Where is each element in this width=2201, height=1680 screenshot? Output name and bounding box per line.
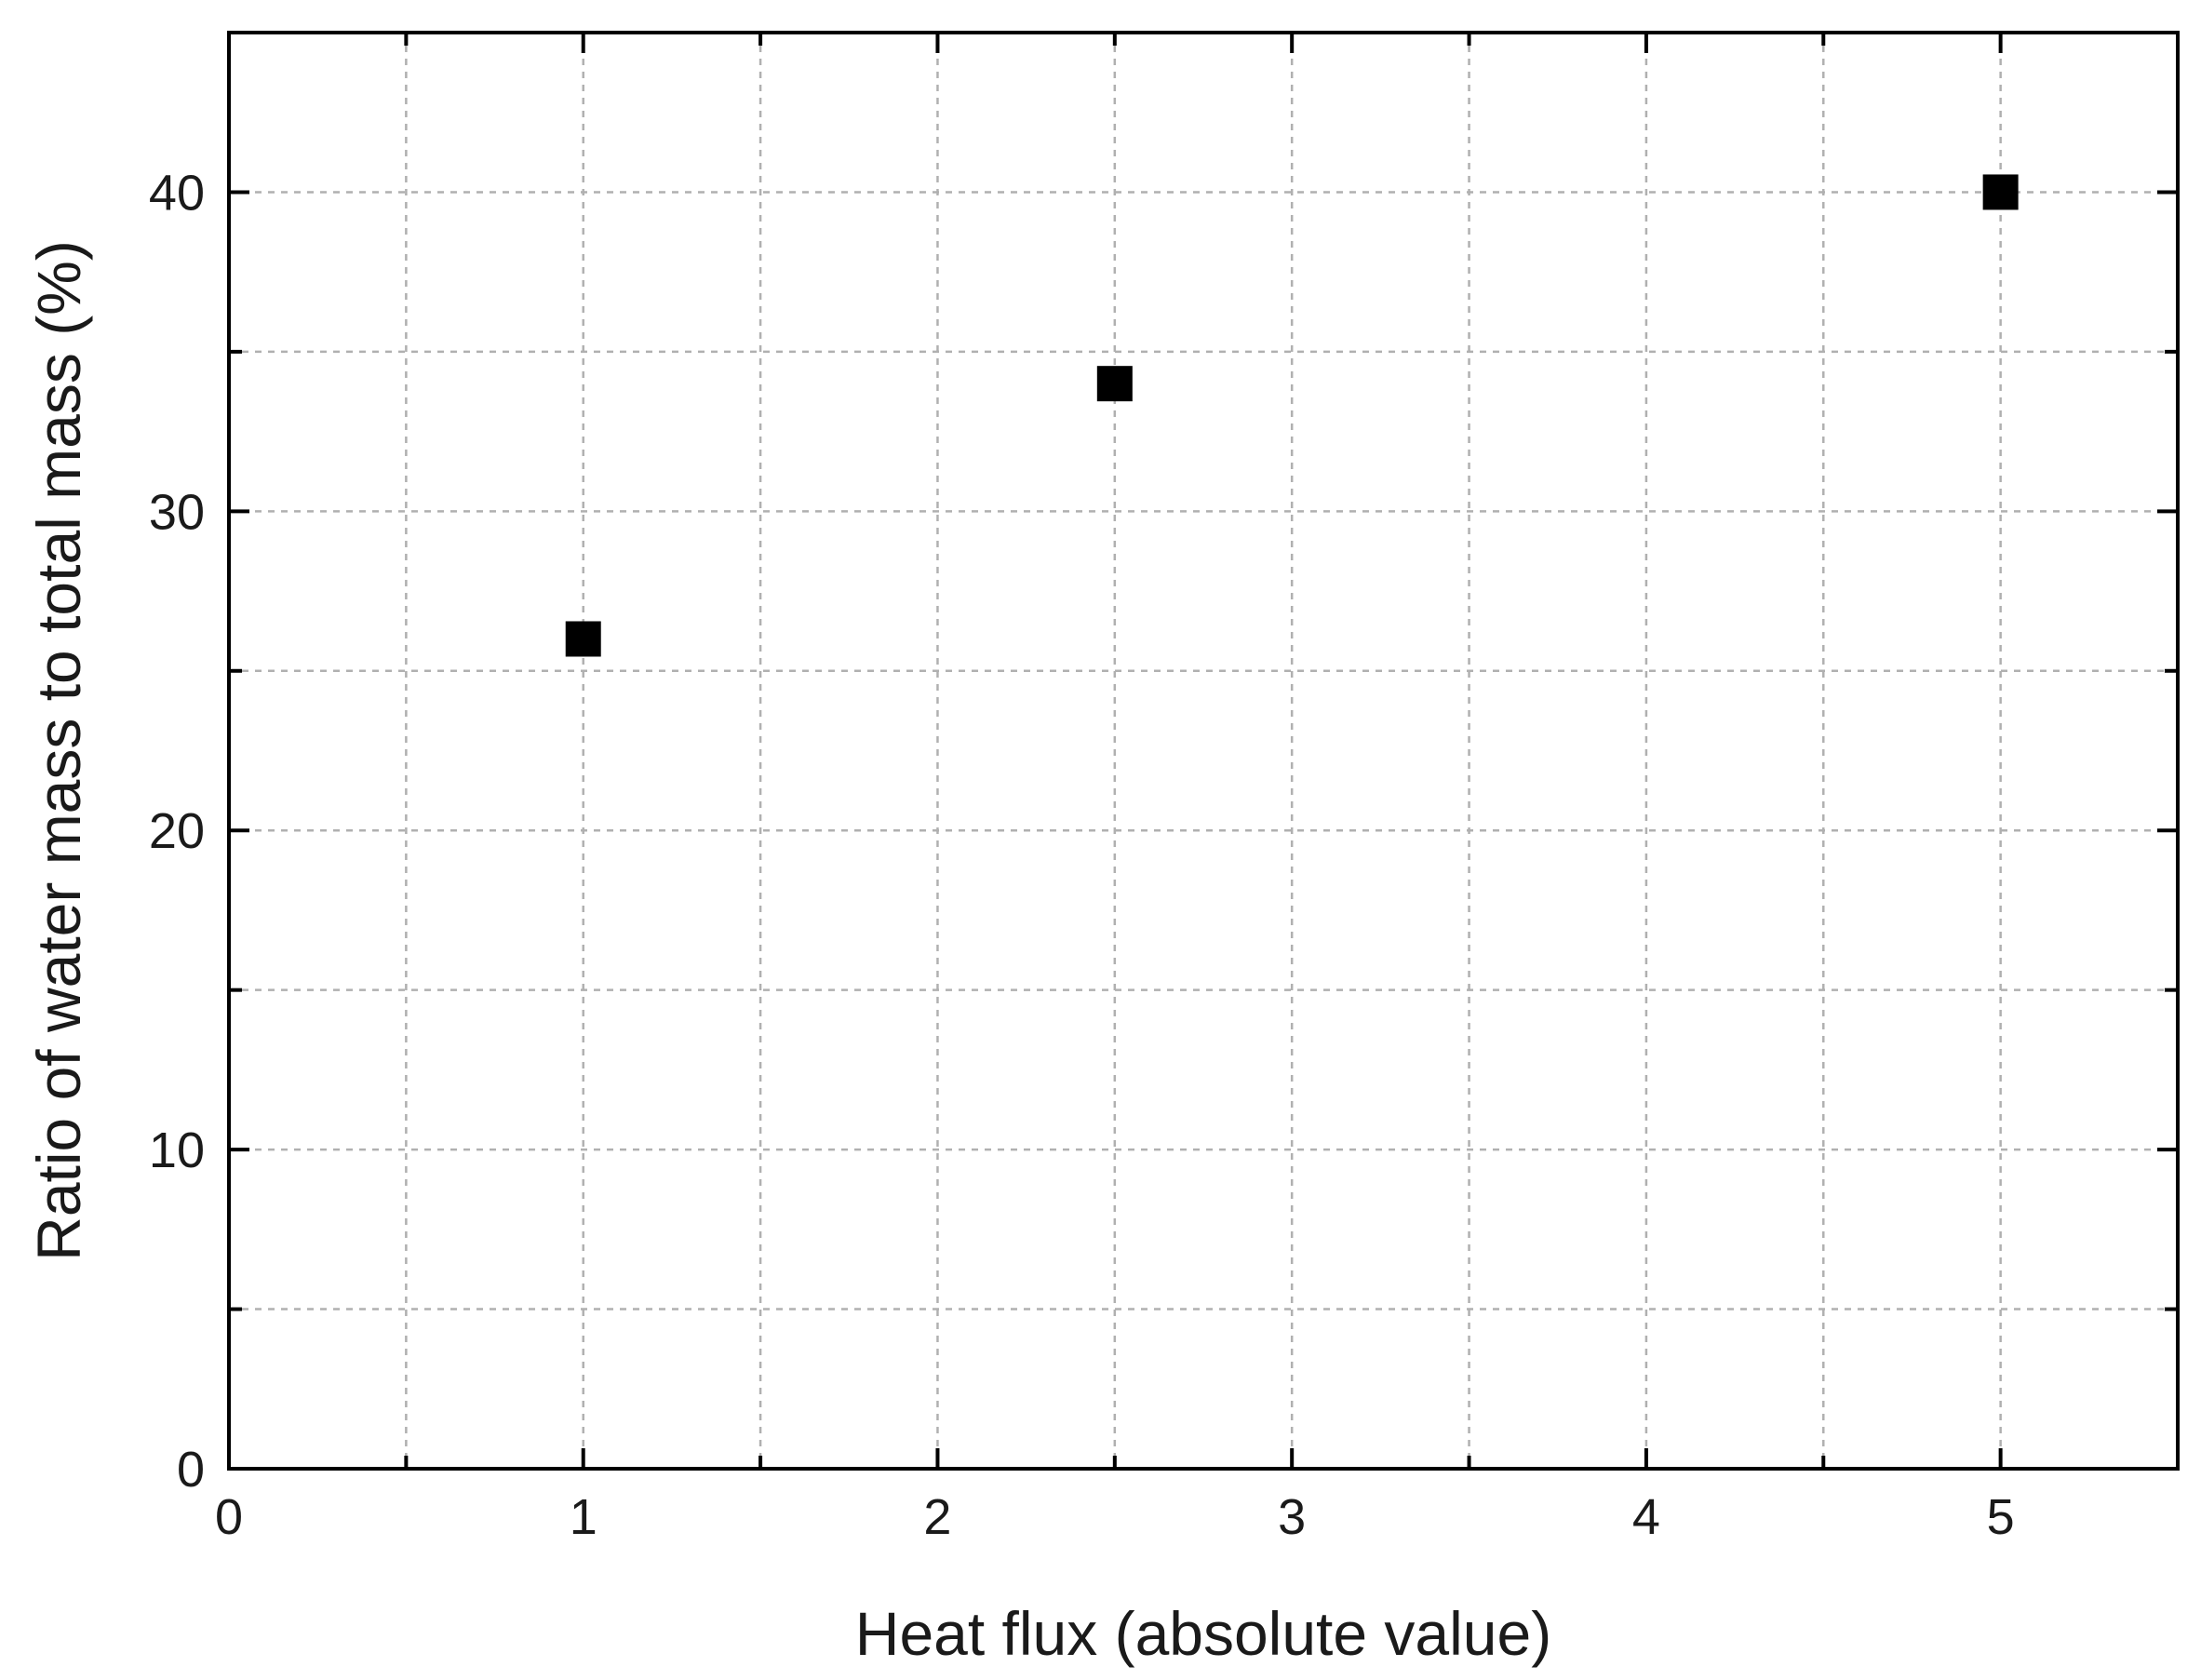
x-tick-label: 3 [1278,1489,1306,1545]
x-tick-labels: 0 1 2 3 4 5 [215,1489,2015,1545]
y-tick-labels: 0 10 20 30 40 [149,165,205,1498]
y-tick-label: 10 [149,1122,205,1178]
x-tick-label: 4 [1632,1489,1660,1545]
y-tick-label: 30 [149,484,205,540]
x-tick-label: 1 [570,1489,597,1545]
y-tick-label: 0 [177,1442,205,1498]
x-tick-label: 2 [923,1489,951,1545]
data-point [1096,366,1133,402]
x-tick-label: 0 [215,1489,243,1545]
grid-lines [229,33,2178,1469]
data-point [1982,174,2019,210]
y-axis-title: Ratio of water mass to total mass (%) [24,240,93,1261]
y-tick-label: 40 [149,165,205,221]
x-tick-label: 5 [1987,1489,2015,1545]
x-axis-title: Heat flux (absolute value) [855,1599,1551,1668]
plot-frame [227,31,2180,1471]
y-tick-label: 20 [149,803,205,859]
data-point [565,621,601,657]
axis-ticks [227,33,2178,1471]
data-points [565,174,2019,657]
